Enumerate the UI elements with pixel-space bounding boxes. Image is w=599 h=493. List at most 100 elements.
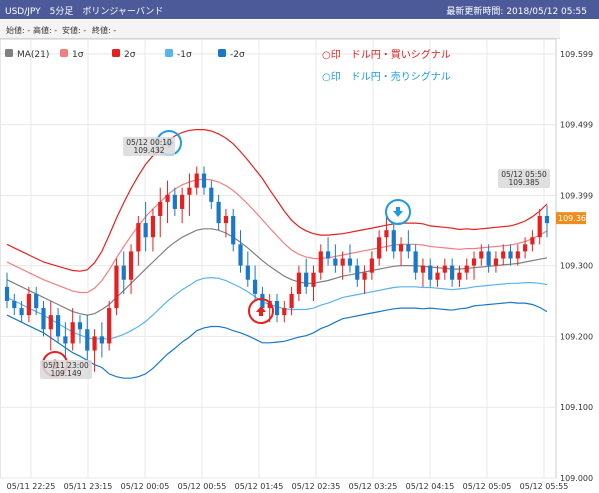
legend-label: MA(21): [17, 50, 49, 60]
band-p1-line: [6, 178, 548, 294]
arrow-up-icon: [256, 306, 266, 316]
x-tick-label: 05/11 23:15: [64, 482, 113, 491]
callout-value: 109.432: [133, 146, 164, 155]
open-value: 始値: -: [6, 26, 31, 35]
band-p2-line: [6, 129, 548, 272]
price-callout: [498, 169, 550, 188]
candle-up: [70, 322, 75, 344]
candle-up: [187, 187, 192, 195]
last-price-value: 109.367: [558, 214, 591, 223]
x-tick-label: 05/12 01:45: [235, 482, 284, 491]
y-tick-label: 109.599: [560, 50, 593, 59]
candle-down: [428, 265, 433, 280]
candle-down: [238, 244, 243, 266]
candle-down: [63, 336, 68, 344]
callout-value: 109.385: [508, 178, 539, 187]
candle-down: [216, 201, 221, 224]
x-tick-label: 05/12 00:05: [121, 482, 170, 491]
x-tick-label: 05/12 05:05: [463, 482, 512, 491]
candle-up: [26, 293, 31, 316]
callout-time: 05/12 05:50: [501, 170, 547, 179]
candle-down: [333, 258, 338, 266]
candle-up: [165, 194, 170, 202]
candle-down: [347, 258, 353, 266]
candle-up: [377, 237, 382, 259]
legend-swatch: [112, 49, 120, 57]
candle-up: [158, 201, 163, 217]
candle-down: [450, 265, 455, 280]
band-m2-line: [6, 301, 548, 379]
candle-up: [398, 244, 404, 252]
legend-swatch: [5, 49, 13, 57]
band-ma21-line: [6, 228, 548, 316]
candle-up: [114, 265, 119, 309]
candle-down: [245, 265, 250, 280]
candle-down: [253, 279, 258, 294]
candle-down: [260, 293, 265, 309]
candle-down: [391, 230, 396, 252]
candle-up: [289, 293, 294, 309]
candle-up: [435, 272, 440, 280]
price-callout: [123, 137, 175, 156]
candle-down: [4, 286, 10, 301]
candle-up: [282, 308, 287, 316]
candle-down: [34, 293, 39, 309]
candle-up: [92, 336, 97, 351]
last-updated: 最新更新時間: 2018/05/12 05:55: [446, 7, 587, 17]
candle-up: [150, 216, 156, 238]
candle-up: [442, 265, 447, 273]
arrow-down-icon: [393, 207, 403, 217]
candle-up: [537, 216, 542, 238]
candle-down: [99, 336, 104, 344]
candle-down: [231, 216, 236, 245]
candle-down: [304, 272, 309, 287]
chart-title: USD/JPY 5分足 ボリンジャーバンド: [5, 7, 164, 17]
x-tick-label: 05/12 05:55: [520, 482, 569, 491]
close-value: 終値: -: [92, 26, 117, 35]
price-callout: [40, 360, 92, 379]
sell-signal-legend: ○印 ドル円・売りシグナル: [322, 72, 451, 83]
candle-down: [19, 308, 24, 316]
last-price-tag: [556, 212, 586, 225]
candle-up: [369, 258, 374, 273]
y-tick-label: 109.499: [560, 121, 593, 130]
candle-up: [471, 258, 477, 266]
sell-signal-marker: [385, 199, 411, 225]
candle-up: [420, 265, 426, 273]
candle-down: [274, 300, 280, 316]
candle-down: [121, 265, 126, 280]
plot-area: [0, 38, 557, 479]
candle-up: [318, 251, 323, 273]
candle-up: [223, 216, 229, 224]
arrow-up-icon: [256, 306, 266, 316]
candle-down: [77, 322, 83, 330]
candle-down: [486, 251, 491, 266]
y-tick-label: 109.399: [560, 191, 593, 200]
candle-up: [479, 251, 484, 259]
candle-up: [48, 315, 53, 330]
candle-up: [107, 308, 112, 344]
candle-down: [172, 194, 177, 209]
candle-down: [355, 265, 360, 280]
legend-label: -1σ: [177, 50, 192, 60]
candle-up: [464, 265, 469, 273]
candle-up: [493, 258, 499, 266]
candle-down: [41, 308, 46, 330]
legend-swatch: [165, 49, 173, 57]
candle-down: [544, 216, 550, 224]
candle-up: [530, 237, 535, 245]
candle-up: [267, 300, 272, 309]
candle-down: [406, 244, 411, 252]
y-tick-label: 109.300: [560, 262, 593, 271]
buy-signal-marker: [248, 298, 274, 324]
candle-down: [143, 223, 148, 238]
legend-swatch: [218, 49, 226, 57]
candle-down: [55, 315, 61, 337]
callout-time: 05/12 00:10: [126, 138, 172, 147]
x-tick-label: 05/12 04:15: [406, 482, 455, 491]
candle-up: [523, 244, 528, 252]
candle-down: [413, 251, 418, 273]
candle-up: [296, 272, 301, 294]
candle-down: [12, 300, 17, 309]
y-tick-label: 109.200: [560, 332, 593, 341]
